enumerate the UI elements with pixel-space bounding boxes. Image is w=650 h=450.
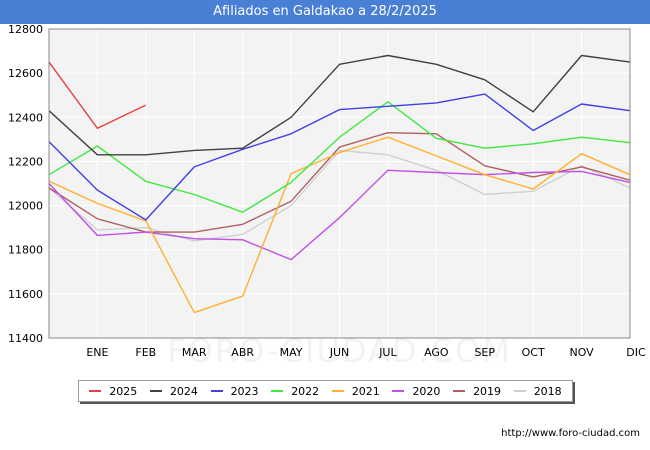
legend-swatch (331, 390, 344, 392)
chart-title: Afiliados en Galdakao a 28/2/2025 (0, 0, 650, 24)
legend-label: 2022 (291, 384, 320, 398)
legend-swatch (149, 390, 162, 392)
series-line-2018 (48, 149, 631, 242)
legend-item-2022: 2022 (271, 385, 319, 398)
legend-swatch (210, 390, 223, 392)
legend-label: 2025 (109, 384, 138, 398)
x-tick-label: OCT (522, 346, 545, 359)
legend: 2025 2024 2023 2022 2021 2020 2019 2018 (78, 380, 573, 402)
y-tick-label: 12000 (8, 200, 43, 213)
y-tick-label: 12600 (8, 67, 43, 80)
y-tick-label: 12400 (8, 111, 43, 124)
y-tick-label: 12800 (8, 23, 43, 36)
x-tick-label: MAR (182, 346, 207, 359)
series-line-2025 (48, 61, 147, 130)
x-tick-label: SEP (474, 346, 495, 359)
legend-item-2025: 2025 (89, 385, 137, 398)
y-tick-label: 11600 (8, 288, 43, 301)
legend-item-2024: 2024 (149, 384, 198, 398)
legend-item-2018: 2018 (513, 384, 562, 398)
legend-swatch (89, 390, 102, 392)
legend-item-2023: 2023 (210, 384, 259, 398)
legend-label: 2019 (473, 384, 502, 398)
legend-swatch (513, 390, 526, 392)
x-tick-label: FEB (135, 346, 156, 359)
x-tick-label: AGO (424, 346, 449, 359)
plot-border (48, 28, 631, 339)
source-url: http://www.foro-ciudad.com (501, 428, 640, 439)
legend-item-2020: 2020 (392, 385, 440, 398)
grid-lines (48, 28, 631, 339)
series-line-2020 (48, 169, 631, 261)
y-tick-label: 11400 (8, 332, 43, 345)
x-tick-label: ABR (231, 346, 254, 359)
x-tick-label: JUN (329, 346, 350, 359)
legend-swatch (392, 390, 405, 392)
series-line-2021 (48, 136, 631, 314)
legend-label: 2021 (351, 384, 380, 398)
series-line-2024 (48, 54, 631, 156)
legend-label: 2024 (169, 384, 198, 398)
y-tick-label: 11800 (8, 244, 43, 257)
series-line-2023 (48, 93, 631, 221)
legend-item-2021: 2021 (331, 384, 380, 398)
legend-swatch (453, 390, 466, 392)
series-line-2022 (48, 101, 631, 213)
y-tick-label: 12200 (8, 155, 43, 168)
legend-label: 2020 (412, 384, 441, 398)
x-tick-label: JUL (378, 346, 397, 359)
y-axis-tick-labels: 11400 11600 11800 12000 12200 12400 12600 12800 (8, 23, 43, 345)
x-tick-label: ENE (86, 346, 108, 359)
series-lines (48, 54, 631, 314)
x-axis-tick-labels: ENE FEB MAR ABR MAY JUN JUL AGO SEP OCT NOV DIC (86, 346, 646, 359)
x-tick-label: DIC (626, 346, 646, 359)
legend-swatch (271, 390, 284, 392)
legend-label: 2023 (230, 384, 259, 398)
x-tick-label: MAY (280, 346, 303, 359)
legend-label: 2018 (533, 384, 562, 398)
x-tick-label: NOV (569, 346, 594, 359)
legend-item-2019: 2019 (453, 385, 501, 398)
